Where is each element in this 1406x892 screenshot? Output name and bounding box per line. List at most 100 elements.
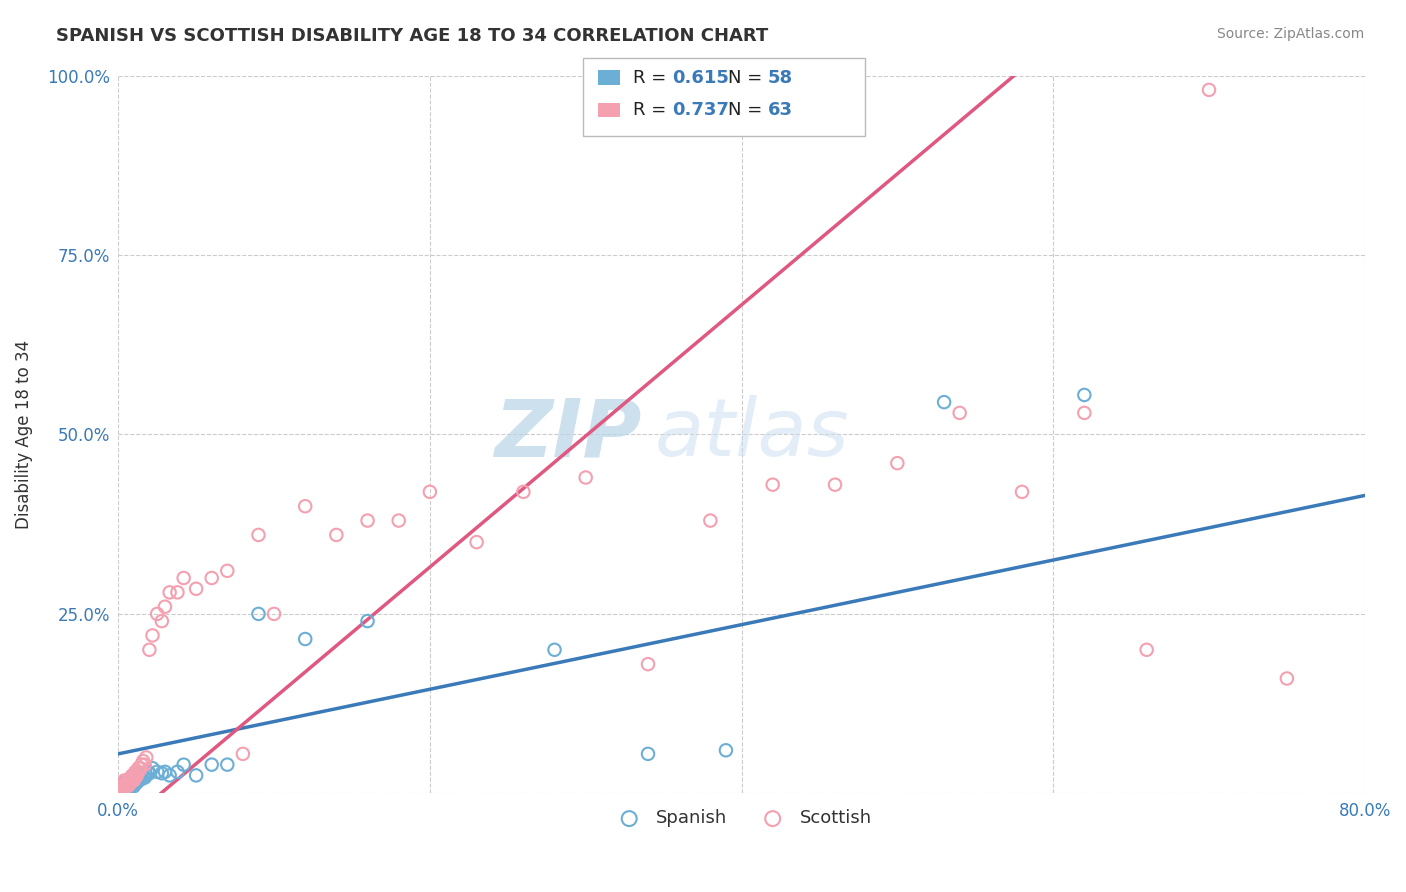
Point — [159, 768, 181, 782]
Point — [120, 772, 142, 786]
Text: 0.737: 0.737 — [672, 101, 728, 119]
Point — [512, 484, 534, 499]
Point — [115, 775, 138, 789]
Point — [184, 582, 207, 596]
Point — [146, 607, 169, 621]
Point — [465, 535, 488, 549]
Point — [136, 764, 159, 779]
Point — [153, 764, 176, 779]
Legend: Spanish, Scottish: Spanish, Scottish — [605, 802, 879, 835]
Point — [543, 642, 565, 657]
Point — [120, 779, 142, 793]
Point — [150, 614, 173, 628]
Point — [138, 766, 160, 780]
Point — [131, 757, 153, 772]
Point — [232, 747, 254, 761]
Point — [120, 775, 142, 789]
Point — [699, 514, 721, 528]
Point — [110, 782, 132, 797]
Point — [325, 528, 347, 542]
Point — [824, 477, 846, 491]
Point — [125, 768, 148, 782]
Point — [118, 773, 141, 788]
Point — [129, 771, 152, 785]
Point — [132, 768, 155, 782]
Point — [356, 614, 378, 628]
Point — [110, 779, 132, 793]
Point — [201, 757, 224, 772]
Point — [114, 775, 136, 789]
Point — [125, 768, 148, 782]
Point — [122, 771, 145, 785]
Point — [124, 775, 146, 789]
Point — [637, 657, 659, 672]
Point — [141, 761, 163, 775]
Point — [129, 761, 152, 775]
Point — [120, 775, 142, 789]
Point — [134, 771, 156, 785]
Point — [118, 775, 141, 789]
Point — [1073, 406, 1095, 420]
Point — [201, 571, 224, 585]
Point — [886, 456, 908, 470]
Point — [111, 779, 134, 793]
Text: N =: N = — [728, 69, 768, 87]
Point — [294, 632, 316, 646]
Point — [115, 779, 138, 793]
Point — [127, 768, 149, 782]
Point — [114, 782, 136, 797]
Point — [118, 778, 141, 792]
Text: atlas: atlas — [654, 395, 849, 474]
Point — [247, 607, 270, 621]
Point — [115, 782, 138, 797]
Point — [114, 778, 136, 792]
Point — [122, 775, 145, 789]
Point — [247, 528, 270, 542]
Point — [166, 764, 188, 779]
Point — [135, 768, 157, 782]
Point — [111, 778, 134, 792]
Point — [217, 564, 239, 578]
Point — [118, 778, 141, 792]
Point — [150, 766, 173, 780]
Point — [124, 764, 146, 779]
Point — [115, 775, 138, 789]
Point — [110, 780, 132, 795]
Point — [159, 585, 181, 599]
Point — [114, 773, 136, 788]
Point — [131, 772, 153, 786]
Y-axis label: Disability Age 18 to 34: Disability Age 18 to 34 — [15, 340, 32, 529]
Point — [108, 782, 131, 797]
Point — [419, 484, 441, 499]
Point — [575, 470, 598, 484]
Point — [125, 775, 148, 789]
Point — [141, 628, 163, 642]
Point — [949, 406, 972, 420]
Point — [127, 764, 149, 779]
Point — [135, 750, 157, 764]
Point — [111, 780, 134, 795]
Text: 0.615: 0.615 — [672, 69, 728, 87]
Point — [153, 599, 176, 614]
Point — [124, 771, 146, 785]
Text: R =: R = — [633, 101, 672, 119]
Point — [184, 768, 207, 782]
Point — [1011, 484, 1033, 499]
Text: SPANISH VS SCOTTISH DISABILITY AGE 18 TO 34 CORRELATION CHART: SPANISH VS SCOTTISH DISABILITY AGE 18 TO… — [56, 27, 769, 45]
Point — [115, 779, 138, 793]
Point — [122, 768, 145, 782]
Point — [121, 773, 143, 788]
Text: N =: N = — [728, 101, 768, 119]
Text: Source: ZipAtlas.com: Source: ZipAtlas.com — [1216, 27, 1364, 41]
Point — [131, 766, 153, 780]
Point — [173, 757, 195, 772]
Point — [121, 773, 143, 788]
Text: R =: R = — [633, 69, 672, 87]
Text: 63: 63 — [768, 101, 793, 119]
Point — [166, 585, 188, 599]
Point — [217, 757, 239, 772]
Point — [294, 500, 316, 514]
Point — [118, 780, 141, 795]
Point — [1275, 672, 1298, 686]
Point — [108, 782, 131, 797]
